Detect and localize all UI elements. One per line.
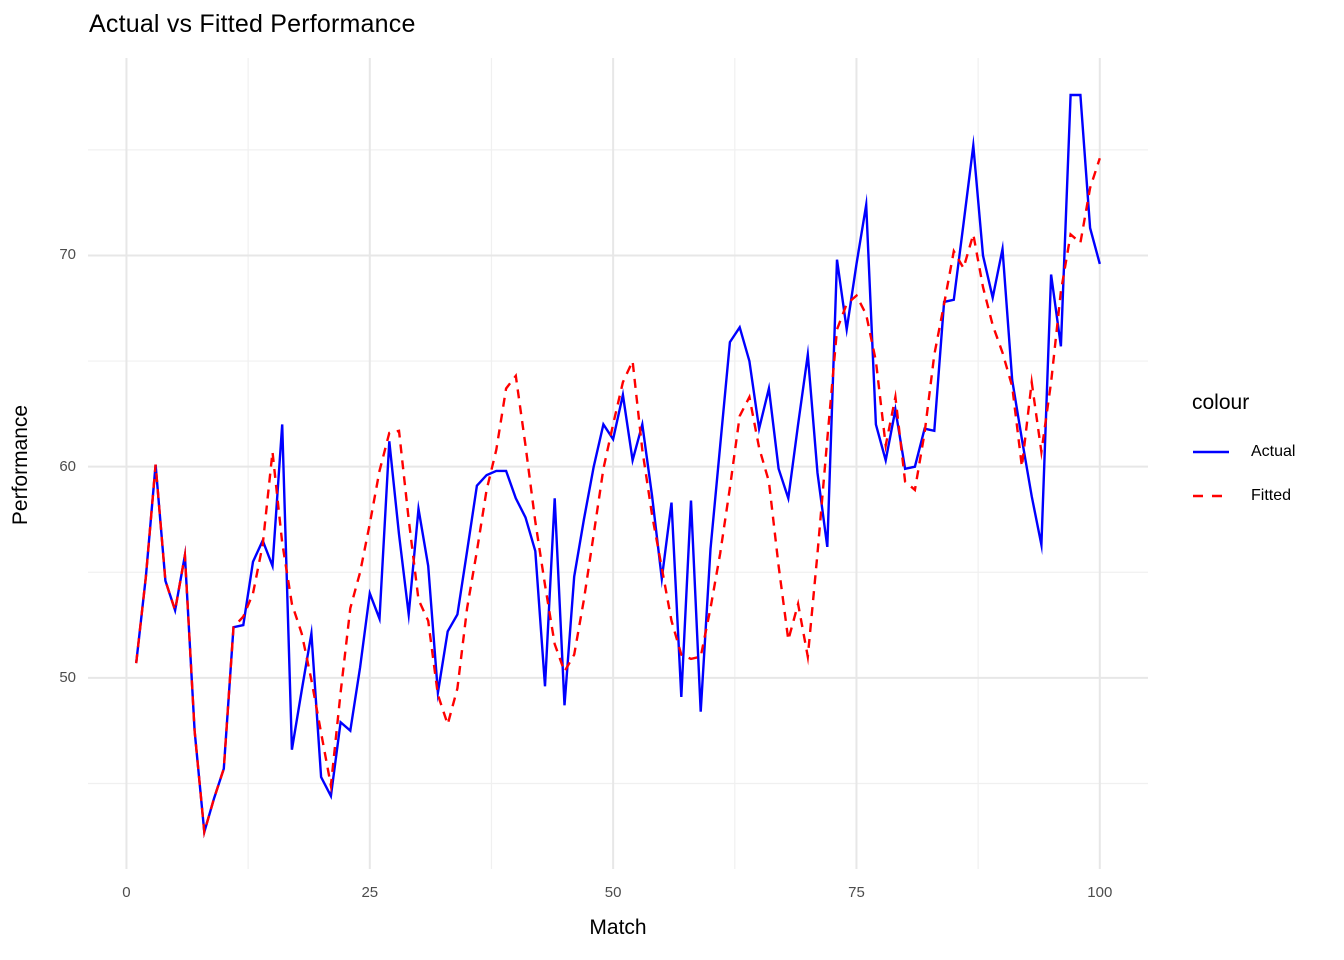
x-tick-label: 100 <box>1087 884 1113 901</box>
legend-label-actual: Actual <box>1251 443 1296 460</box>
legend-key-actual-line <box>1193 450 1229 454</box>
y-tick-label: 60 <box>59 457 76 475</box>
legend: colour Actual Fitted <box>1192 391 1342 527</box>
y-tick-label: 50 <box>59 668 76 686</box>
x-tick-label: 75 <box>848 884 865 901</box>
legend-item-fitted: Fitted <box>1192 483 1342 509</box>
x-axis-title: Match <box>589 916 647 939</box>
legend-item-actual: Actual <box>1192 439 1342 465</box>
x-tick-label: 25 <box>361 884 379 901</box>
actual-series-line <box>135 93 1101 839</box>
legend-key-fitted-line <box>1193 494 1229 498</box>
x-tick-label: 0 <box>122 884 131 901</box>
fitted-series-line <box>135 157 1101 839</box>
y-tick-label: 70 <box>59 246 76 264</box>
chart-title: Actual vs Fitted Performance <box>89 10 416 38</box>
x-tick-label: 50 <box>604 884 622 901</box>
legend-title: colour <box>1192 391 1250 414</box>
legend-label-fitted: Fitted <box>1251 487 1292 504</box>
